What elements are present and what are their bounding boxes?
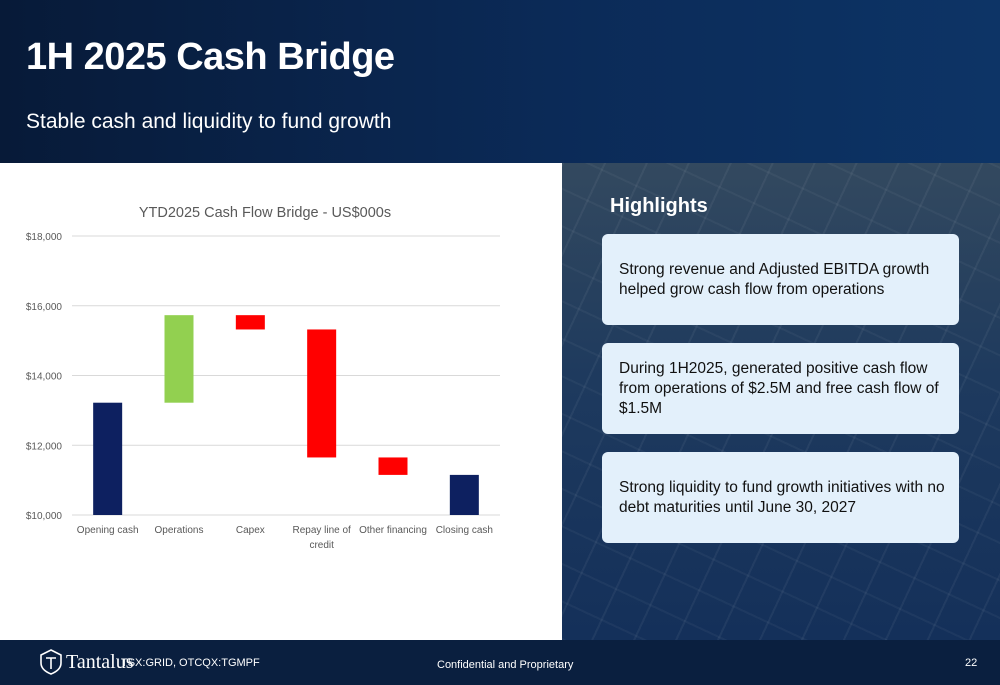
y-tick-label: $18,000 [26, 232, 63, 243]
confidential-label: Confidential and Proprietary [437, 659, 574, 671]
x-axis-ticks: Opening cash Operations Capex Repay line of… [77, 525, 493, 551]
chart-title: YTD2025 Cash Flow Bridge - US$000s [139, 205, 391, 221]
highlight-card-liquidity: Strong liquidity to fund growth initiati… [602, 452, 959, 543]
bars [93, 315, 479, 515]
x-tick-label: Operations [155, 525, 204, 536]
page-title: 1H 2025 Cash Bridge [26, 36, 395, 78]
ticker-symbols: TSX:GRID, OTCQX:TGMPF [121, 657, 260, 669]
page-subtitle: Stable cash and liquidity to fund growth [26, 110, 392, 133]
bar-closing-cash [449, 474, 479, 515]
y-tick-label: $14,000 [26, 372, 63, 383]
page-number: 22 [965, 657, 978, 669]
footer: Tantalus TSX:GRID, OTCQX:TGMPF Confident… [0, 640, 1000, 685]
highlights-panel: Highlights Strong revenue and Adjusted E… [562, 163, 1000, 640]
highlight-card-cash-flow: During 1H2025, generated positive cash f… [602, 343, 959, 434]
y-axis-ticks: $10,000 $12,000 $14,000 $16,000 $18,000 [26, 232, 63, 522]
highlights-title: Highlights [610, 195, 708, 217]
cash-bridge-chart: YTD2025 Cash Flow Bridge - US$000s $10,0… [26, 205, 500, 551]
gridlines [72, 235, 500, 516]
highlight-text: Strong liquidity to fund growth initiati… [619, 478, 945, 516]
shield-icon [40, 649, 62, 675]
y-tick-label: $10,000 [26, 511, 63, 522]
bar-opening-cash [93, 402, 123, 515]
bar-capex [235, 315, 265, 330]
bar-repay-line-of-credit [307, 329, 337, 458]
y-tick-label: $16,000 [26, 302, 63, 313]
x-tick-label: Opening cash [77, 525, 139, 536]
company-logo: Tantalus [40, 649, 133, 675]
highlight-card-revenue: Strong revenue and Adjusted EBITDA growt… [602, 234, 959, 325]
logo-wordmark: Tantalus [66, 650, 134, 673]
chart-panel: YTD2025 Cash Flow Bridge - US$000s $10,0… [0, 163, 562, 640]
bar-other-financing [378, 457, 408, 475]
bar-operations [164, 315, 194, 403]
y-tick-label: $12,000 [26, 441, 63, 452]
highlight-text: Strong revenue and Adjusted EBITDA growt… [619, 260, 930, 298]
header-banner: 1H 2025 Cash Bridge Stable cash and liqu… [0, 0, 1000, 163]
x-tick-label: Closing cash [436, 525, 493, 536]
highlight-text: During 1H2025, generated positive cash f… [619, 359, 939, 417]
x-tick-label: Capex [236, 525, 265, 536]
x-tick-label: Repay line of credit [292, 525, 351, 551]
x-tick-label: Other financing [359, 525, 427, 536]
